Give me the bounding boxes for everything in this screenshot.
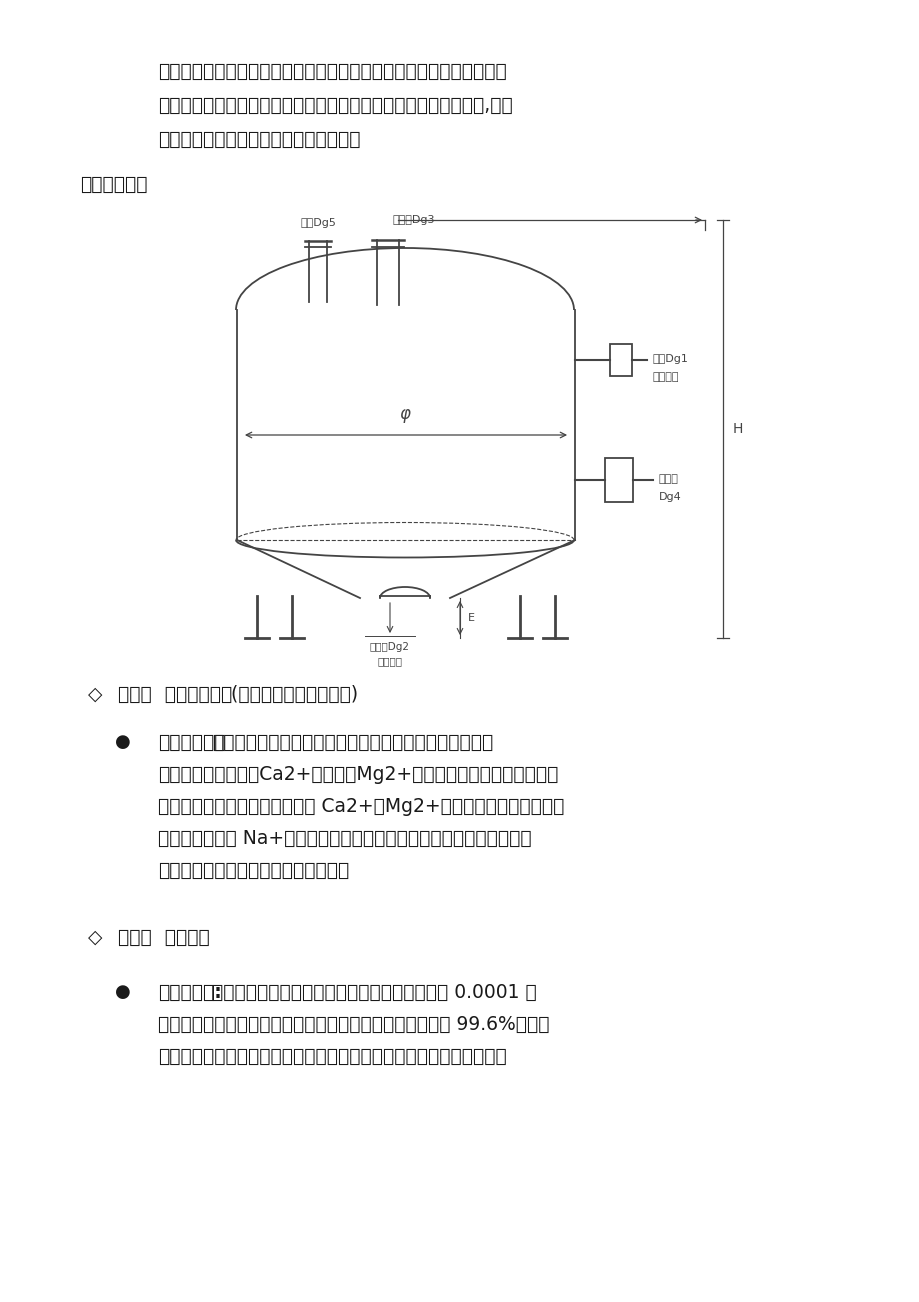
Text: 软化水。从而有效防止逆渗透膜结垢。: 软化水。从而有效防止逆渗透膜结垢。 (158, 861, 349, 880)
Text: 米，能去除有害的可溶解性固体及细菌、病毒等，脱盐率达 99.6%以上，: 米，能去除有害的可溶解性固体及细菌、病毒等，脱盐率达 99.6%以上， (158, 1016, 549, 1034)
Bar (605, 458, 632, 503)
Text: 结构示意图：: 结构示意图： (80, 174, 147, 194)
Text: ●: ● (115, 983, 130, 1001)
Text: 采用阳离子树脂对水进行软化，主要去除水中的硬度。水: 采用阳离子树脂对水进行软化，主要去除水中的硬度。水 (211, 733, 493, 753)
Text: 进水Dg1: 进水Dg1 (652, 354, 688, 365)
Text: E: E (468, 613, 474, 622)
Text: 第四级  脱盐处理: 第四级 脱盐处理 (118, 928, 210, 947)
Text: φ: φ (399, 405, 410, 423)
Text: ◇: ◇ (88, 928, 102, 947)
Text: 子的原水通过树脂层时，水中的 Ca2+、Mg2+被树脂交换吸附，同时等: 子的原水通过树脂层时，水中的 Ca2+、Mg2+被树脂交换吸附，同时等 (158, 797, 563, 816)
Text: H: H (732, 422, 743, 436)
Text: 的硬度主要是有钙（Ca2+）、镁（Mg2+）离子构成的，当含有硬度离: 的硬度主要是有钙（Ca2+）、镁（Mg2+）离子构成的，当含有硬度离 (158, 766, 558, 784)
Text: 卸料口: 卸料口 (658, 474, 678, 484)
Text: 阳离子树脂：: 阳离子树脂： (158, 733, 225, 753)
Text: (根据地方原水水质选配): (根据地方原水水质选配) (219, 685, 357, 704)
Text: Dg4: Dg4 (658, 492, 681, 503)
Text: 自动进行反冲洗、正冲洗等一系列操作。: 自动进行反冲洗、正冲洗等一系列操作。 (158, 130, 360, 148)
Text: 水中的色素、异味、大量生化有机物，降低水中的余氯值及农药污染和: 水中的色素、异味、大量生化有机物，降低水中的余氯值及农药污染和 (158, 62, 506, 81)
Text: 反洗进水: 反洗进水 (377, 656, 403, 667)
Text: 物质量释放出钠 Na+离子，从软水器内流出的水就是去掉了硬度离子的: 物质量释放出钠 Na+离子，从软水器内流出的水就是去掉了硬度离子的 (158, 829, 531, 848)
Bar (609, 344, 631, 376)
Text: 反洗排水: 反洗排水 (652, 372, 679, 381)
Text: 生产出符合国家标准的纯净水，主机部分包含保安过滤器、高压泵和反: 生产出符合国家标准的纯净水，主机部分包含保安过滤器、高压泵和反 (158, 1047, 506, 1066)
Text: 其他对人体有害的污染物质。自动过滤系统采用进口富莱克控制器,可以: 其他对人体有害的污染物质。自动过滤系统采用进口富莱克控制器,可以 (158, 96, 512, 115)
Text: ●: ● (115, 733, 130, 751)
Text: ◇: ◇ (88, 685, 102, 704)
Text: 出水口Dg2: 出水口Dg2 (369, 642, 410, 652)
Text: 第三级  软化处理系统: 第三级 软化处理系统 (118, 685, 232, 704)
Text: 采用反渗透技术进行脱盐处理，反渗透膜孔径为 0.0001 微: 采用反渗透技术进行脱盐处理，反渗透膜孔径为 0.0001 微 (211, 983, 536, 1003)
Text: 排气Dg5: 排气Dg5 (300, 217, 335, 228)
Text: 反渗透脱盐:: 反渗透脱盐: (158, 983, 221, 1003)
Text: 装料口Dg3: 装料口Dg3 (392, 215, 435, 225)
